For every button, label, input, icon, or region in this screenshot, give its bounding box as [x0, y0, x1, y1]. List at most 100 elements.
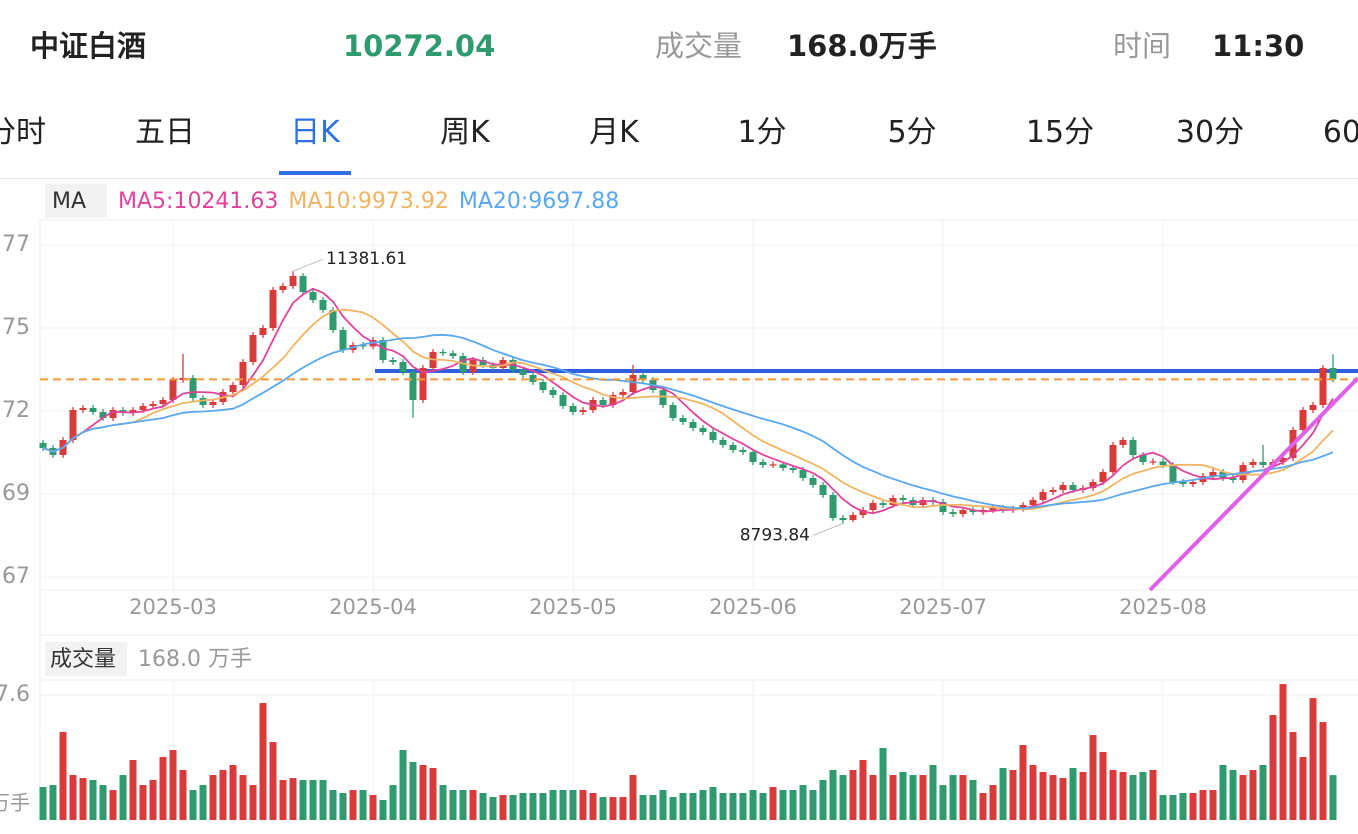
- volume-bar: [809, 790, 817, 820]
- candle-body: [1159, 461, 1167, 465]
- volume-bar: [599, 797, 607, 820]
- candle-body: [839, 518, 847, 520]
- volume-bar: [639, 795, 647, 820]
- volume-bar: [719, 793, 727, 820]
- tab[interactable]: 周K: [440, 115, 490, 150]
- candle-body: [289, 276, 297, 287]
- tab[interactable]: 15分: [1025, 115, 1095, 150]
- candle-body: [39, 442, 47, 449]
- candle-body: [689, 421, 697, 429]
- candle-body: [819, 485, 827, 495]
- volume-bar: [879, 748, 887, 820]
- candle-body: [639, 375, 647, 380]
- candle-body: [1249, 461, 1257, 465]
- x-tick-label: 2025-07: [899, 595, 987, 619]
- annotation-leader: [812, 522, 844, 536]
- tab[interactable]: 5分: [887, 115, 937, 150]
- candle-body: [79, 408, 87, 410]
- volume-bar: [709, 787, 717, 820]
- annotation-leader: [292, 258, 324, 272]
- volume-bar: [629, 775, 637, 820]
- tab[interactable]: 日K: [290, 115, 340, 150]
- volume-bar: [729, 793, 737, 820]
- low-annotation: 8793.84: [740, 525, 810, 545]
- drawn-trend-line: [1148, 376, 1358, 592]
- tab[interactable]: 60: [1322, 115, 1358, 150]
- volume-bar: [689, 793, 697, 820]
- volume-bar: [439, 785, 447, 820]
- volume-bar: [949, 775, 957, 820]
- candle-body: [729, 445, 737, 450]
- volume-bar: [529, 793, 537, 820]
- volume-bar: [59, 732, 67, 820]
- volume-bar: [1129, 775, 1137, 820]
- candle-body: [1149, 461, 1157, 463]
- volume-bar: [939, 785, 947, 820]
- y-tick-label: 77: [2, 232, 30, 257]
- index-price: 10272.04: [343, 29, 496, 63]
- candle-body: [419, 368, 427, 400]
- divider: [0, 178, 1358, 179]
- candle-body: [609, 395, 617, 405]
- tab[interactable]: 月K: [589, 115, 639, 150]
- tab[interactable]: 分时: [0, 115, 46, 150]
- candle-body: [449, 353, 457, 357]
- candle-body: [409, 371, 417, 400]
- volume-bar: [549, 790, 557, 820]
- volume-bar: [299, 780, 307, 820]
- candle-body: [149, 403, 157, 407]
- volume-bar: [499, 795, 507, 820]
- candle-body: [899, 497, 907, 500]
- candle-body: [189, 377, 197, 399]
- volume-bar: [889, 775, 897, 820]
- volume-bar: [179, 770, 187, 820]
- candle-body: [1059, 485, 1067, 490]
- volume-bar: [989, 785, 997, 820]
- candle-body: [339, 330, 347, 350]
- candle-body: [1119, 440, 1127, 445]
- volume-bar: [819, 780, 827, 820]
- x-tick-label: 2025-05: [529, 595, 617, 619]
- candle-body: [659, 390, 667, 405]
- legend-box: [45, 184, 107, 218]
- tab[interactable]: 30分: [1175, 115, 1245, 150]
- candle-body: [1299, 410, 1307, 430]
- candle-body: [239, 361, 247, 385]
- volume-bar: [1249, 770, 1257, 820]
- volume-bar: [509, 795, 517, 820]
- candle-body: [249, 335, 257, 362]
- volume-bar: [419, 765, 427, 820]
- volume-bar: [1069, 768, 1077, 820]
- volume-bar: [289, 778, 297, 820]
- volume-bar: [909, 775, 917, 820]
- candle-body: [479, 360, 487, 365]
- candle-body: [749, 451, 757, 462]
- time-caption: 时间: [1113, 29, 1172, 63]
- candle-body: [309, 291, 317, 300]
- tab[interactable]: 1分: [737, 115, 787, 150]
- volume-bar: [609, 797, 617, 820]
- volume-bar: [489, 797, 497, 820]
- legend-item: MA20:9697.88: [459, 189, 619, 214]
- candle-body: [599, 400, 607, 405]
- volume-bar: [49, 785, 57, 820]
- candle-body: [1089, 481, 1097, 488]
- volume-bar: [349, 790, 357, 820]
- volume-bar: [1009, 770, 1017, 820]
- y-tick-label: 72: [2, 398, 30, 423]
- volume-bar: [649, 795, 657, 820]
- candle-body: [1179, 481, 1187, 484]
- volume-bar: [1199, 790, 1207, 820]
- active-tab-underline: [279, 171, 351, 175]
- volume-bar: [1079, 772, 1087, 820]
- volume-bar: [769, 787, 777, 820]
- volume-bar: [329, 790, 337, 820]
- volume-bar: [659, 790, 667, 820]
- volume-bar: [1099, 752, 1107, 820]
- candle-body: [1309, 405, 1317, 410]
- tab[interactable]: 五日: [135, 115, 195, 150]
- volume-bar: [749, 790, 757, 820]
- volume-bar: [269, 742, 277, 820]
- volume-bar: [829, 770, 837, 820]
- volume-bar: [99, 785, 107, 820]
